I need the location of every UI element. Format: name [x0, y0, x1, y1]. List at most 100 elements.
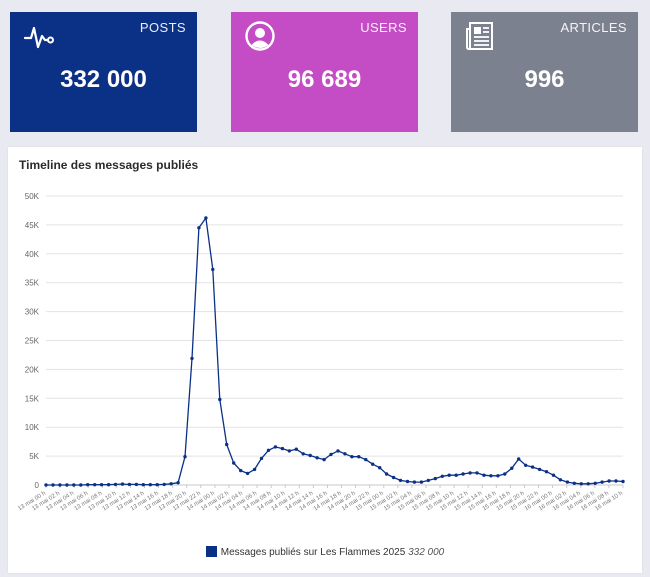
data-point	[482, 473, 486, 477]
data-point	[524, 463, 528, 467]
data-point	[419, 480, 424, 484]
data-point	[86, 483, 90, 487]
data-point	[204, 216, 208, 220]
data-point	[621, 479, 625, 484]
data-point	[134, 482, 139, 487]
articles-label: ARTICLES	[560, 20, 627, 35]
data-point	[127, 482, 132, 487]
y-tick-label: 40K	[25, 250, 40, 259]
posts-value: 332 000	[60, 66, 147, 93]
data-point	[579, 482, 583, 486]
data-point	[607, 479, 611, 483]
articles-stat-card: ARTICLES 996	[451, 12, 638, 132]
data-point	[65, 483, 69, 487]
y-tick-label: 5K	[29, 452, 39, 461]
data-point	[572, 481, 576, 485]
data-point	[308, 453, 312, 458]
y-tick-label: 20K	[25, 365, 40, 374]
users-label: USERS	[360, 20, 407, 35]
data-point	[454, 473, 458, 477]
y-tick-label: 0	[35, 481, 40, 490]
data-point	[294, 447, 298, 451]
chart-title: Timeline des messages publiés	[19, 158, 199, 172]
data-point	[357, 455, 361, 459]
data-point	[551, 473, 556, 477]
data-point	[336, 449, 340, 453]
data-point	[44, 483, 48, 487]
y-tick-label: 25K	[25, 337, 40, 346]
data-point	[162, 482, 166, 487]
articles-value: 996	[524, 66, 565, 93]
data-point	[79, 483, 83, 487]
data-point	[211, 267, 215, 272]
data-point	[371, 462, 375, 466]
data-point	[259, 456, 264, 461]
data-point	[565, 480, 570, 484]
data-point	[266, 448, 271, 452]
data-point	[468, 471, 472, 475]
data-point	[197, 226, 201, 230]
data-point	[252, 467, 257, 472]
data-point	[176, 481, 180, 485]
posts-label: POSTS	[139, 20, 186, 35]
data-point	[440, 474, 444, 478]
data-point	[273, 445, 278, 449]
legend-swatch	[205, 546, 217, 557]
users-stat-card: USERS 96 689	[231, 12, 418, 132]
data-point	[496, 474, 500, 478]
data-point	[120, 482, 125, 486]
data-point	[412, 480, 417, 484]
data-point	[517, 457, 521, 461]
users-value: 96 689	[287, 66, 362, 93]
chart-legend[interactable]: Messages publiés sur Les Flammes 2025 33…	[8, 546, 642, 558]
data-point	[106, 483, 111, 487]
data-point	[245, 471, 250, 476]
posts-stat-card: POSTS 332 000	[10, 12, 197, 132]
data-point	[58, 483, 62, 487]
data-point	[600, 480, 604, 484]
data-point	[225, 442, 229, 447]
data-point	[148, 483, 152, 487]
user-circle-icon	[245, 21, 275, 51]
data-point	[232, 461, 236, 465]
data-point	[141, 483, 145, 487]
data-point	[155, 483, 159, 487]
data-point	[461, 472, 465, 476]
data-point	[426, 478, 430, 483]
data-point	[239, 468, 243, 473]
y-tick-label: 10K	[25, 423, 40, 432]
data-point	[530, 465, 535, 469]
y-tick-label: 35K	[25, 279, 40, 288]
data-point	[315, 456, 319, 460]
series-line	[46, 217, 624, 486]
data-point	[72, 483, 76, 487]
data-point	[51, 483, 55, 487]
data-point	[475, 471, 479, 475]
y-tick-label: 45K	[25, 221, 40, 230]
legend-series-total: 332 000	[408, 547, 445, 558]
y-tick-label: 50K	[25, 192, 40, 201]
data-point	[489, 474, 493, 478]
data-point	[378, 466, 382, 470]
data-point	[503, 472, 507, 476]
legend-series-name: Messages publiés sur Les Flammes 2025	[220, 547, 406, 558]
data-point	[113, 482, 118, 487]
data-point	[405, 479, 410, 484]
data-point	[329, 452, 333, 457]
pulse-icon	[23, 26, 54, 49]
data-point	[593, 481, 597, 485]
data-point	[322, 457, 326, 462]
data-point	[343, 452, 347, 456]
data-point	[586, 482, 590, 486]
data-point	[350, 455, 354, 459]
data-point	[433, 476, 437, 481]
data-point	[614, 479, 618, 483]
data-point	[218, 397, 222, 402]
data-point	[287, 449, 291, 453]
data-point	[280, 446, 285, 451]
data-point	[510, 466, 514, 470]
data-point	[183, 455, 187, 459]
data-point	[558, 478, 563, 482]
timeline-chart-panel: Timeline des messages publiés 0 5K 10K 15K 2…	[8, 147, 642, 573]
